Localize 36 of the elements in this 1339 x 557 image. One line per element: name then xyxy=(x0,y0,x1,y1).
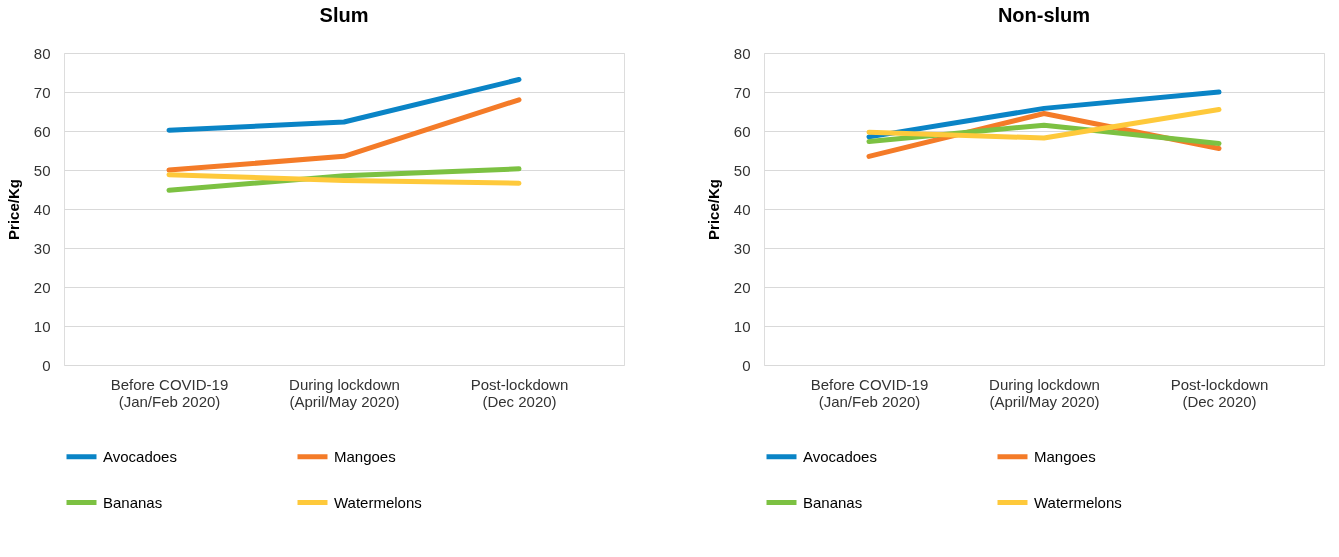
y-tick-label: 30 xyxy=(733,239,751,257)
y-tick-label: 80 xyxy=(33,44,51,62)
y-tick-label: 10 xyxy=(33,317,51,335)
y-axis-title: Price/Kg xyxy=(704,179,722,240)
y-tick-label: 60 xyxy=(733,122,751,140)
y-tick-label: 0 xyxy=(742,356,751,374)
chart-title: Non-slum xyxy=(997,4,1091,26)
legend-label: Bananas xyxy=(803,493,863,511)
legend-label: Watermelons xyxy=(1034,493,1122,511)
x-tick-label: Post-lockdown (Dec 2020) xyxy=(1170,375,1269,410)
y-tick-label: 50 xyxy=(33,161,51,179)
y-tick-label: 30 xyxy=(33,239,51,257)
y-tick-label: 60 xyxy=(33,122,51,140)
y-tick-label: 80 xyxy=(733,44,751,62)
y-tick-label: 70 xyxy=(33,83,51,101)
x-tick-label: Before COVID-19 (Jan/Feb 2020) xyxy=(810,375,929,410)
y-tick-label: 70 xyxy=(733,83,751,101)
x-tick-label: Before COVID-19 (Jan/Feb 2020) xyxy=(110,375,229,410)
legend-label: Bananas xyxy=(103,493,163,511)
x-tick-label: Post-lockdown (Dec 2020) xyxy=(470,375,569,410)
x-tick-label: During lockdown (April/May 2020) xyxy=(289,375,400,410)
y-tick-label: 20 xyxy=(33,278,51,296)
legend-label: Watermelons xyxy=(334,493,422,511)
y-axis-title: Price/Kg xyxy=(4,179,22,240)
legend-label: Mangoes xyxy=(1034,447,1096,465)
legend-label: Mangoes xyxy=(334,447,396,465)
y-tick-label: 20 xyxy=(733,278,751,296)
chart-title: Slum xyxy=(319,4,369,26)
y-tick-label: 50 xyxy=(733,161,751,179)
y-tick-label: 10 xyxy=(733,317,751,335)
legend-label: Avocadoes xyxy=(103,447,177,465)
legend-label: Avocadoes xyxy=(803,447,877,465)
y-tick-label: 40 xyxy=(733,200,751,218)
y-tick-label: 40 xyxy=(33,200,51,218)
y-tick-label: 0 xyxy=(42,356,51,374)
x-tick-label: During lockdown (April/May 2020) xyxy=(989,375,1100,410)
